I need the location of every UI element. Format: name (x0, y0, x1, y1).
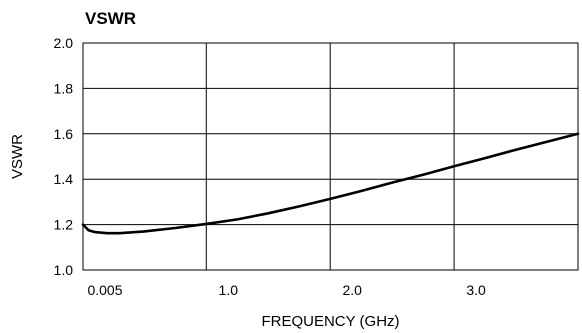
y-tick-label: 2.0 (54, 35, 74, 51)
x-tick-label: 1.0 (219, 282, 239, 298)
chart-title: VSWR (85, 9, 136, 28)
y-tick-labels: 1.0 1.2 1.4 1.6 1.8 2.0 (54, 35, 74, 278)
y-axis-label: VSWR (9, 134, 26, 179)
vswr-series-line (81, 132, 580, 235)
x-tick-label: 0.005 (87, 282, 122, 298)
y-tick-label: 1.0 (54, 262, 74, 278)
y-tick-label: 1.4 (54, 171, 74, 187)
x-tick-label: 2.0 (342, 282, 362, 298)
y-tick-label: 1.2 (54, 217, 74, 233)
y-tick-label: 1.8 (54, 80, 74, 96)
grid-lines (82, 42, 579, 271)
y-tick-label: 1.6 (54, 126, 74, 142)
x-axis-label: FREQUENCY (GHz) (261, 313, 399, 330)
x-tick-label: 3.0 (466, 282, 486, 298)
plot-frame (82, 42, 579, 271)
